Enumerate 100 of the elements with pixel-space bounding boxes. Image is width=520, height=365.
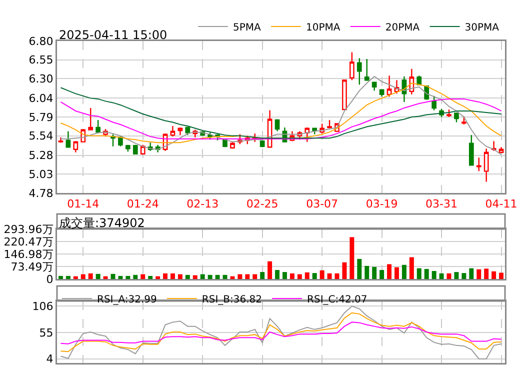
bar <box>66 276 70 279</box>
candlestick <box>304 126 310 142</box>
y-tick-label: 4 <box>46 352 54 365</box>
bar <box>312 273 317 279</box>
candlestick <box>327 119 332 129</box>
bar <box>402 264 406 279</box>
bar <box>178 274 182 279</box>
candlestick <box>468 134 474 166</box>
bar <box>432 271 436 279</box>
candlestick <box>356 58 362 86</box>
candlestick <box>484 148 489 182</box>
chart-title: 2025-04-11 15:00 <box>59 28 168 42</box>
x-tick-label: 02-13 <box>186 198 219 211</box>
candlestick <box>230 141 235 150</box>
y-tick-label: 6.04 <box>28 92 54 106</box>
y-tick-label: 4.78 <box>28 186 54 200</box>
bar <box>416 268 422 279</box>
y-tick-label: 0 <box>46 272 54 286</box>
bar <box>304 272 310 279</box>
bar <box>156 276 160 279</box>
y-tick-label: 55 <box>39 326 54 340</box>
candlestick <box>416 75 422 86</box>
candlestick <box>342 80 347 110</box>
bar <box>454 272 459 279</box>
y-tick-label: 5.79 <box>28 110 54 124</box>
candlestick <box>312 128 318 135</box>
bar <box>320 270 324 279</box>
bar <box>297 274 302 279</box>
candlestick <box>132 144 138 154</box>
y-tick-label: 146.98万 <box>4 248 54 261</box>
chart-title: 成交量:374902 <box>59 216 145 230</box>
bar <box>140 274 146 279</box>
bar <box>148 276 153 279</box>
legend-label: 20PMA <box>385 22 420 34</box>
bar <box>238 274 242 279</box>
y-tick-label: 73.49万 <box>10 260 54 274</box>
candlestick <box>372 82 377 92</box>
bar <box>387 264 392 279</box>
bar <box>342 262 347 279</box>
bar <box>192 275 198 279</box>
bar <box>96 274 100 279</box>
candlestick <box>170 125 176 138</box>
legend-label: RSI_A:32.99 <box>97 294 157 306</box>
candlestick <box>88 107 94 130</box>
candlestick <box>476 157 482 172</box>
bar <box>133 274 138 279</box>
bar <box>58 276 63 279</box>
candlestick <box>126 144 130 152</box>
x-tick-label: 01-14 <box>67 198 100 211</box>
y-tick-label: 220.47万 <box>4 235 54 248</box>
candlestick <box>73 140 78 153</box>
bar <box>268 261 272 279</box>
y-tick-label: 6.80 <box>28 34 54 48</box>
bar <box>290 273 294 279</box>
bar <box>372 266 377 279</box>
line-series <box>60 322 502 344</box>
x-tick-label: 04-11 <box>485 198 518 211</box>
bar <box>409 257 414 279</box>
y-tick-label: 106 <box>32 300 54 314</box>
bar <box>260 272 265 279</box>
bar <box>394 267 399 279</box>
bar <box>357 258 362 279</box>
candlestick <box>66 130 71 148</box>
y-tick-label: 5.28 <box>28 149 54 162</box>
candlestick <box>260 140 265 148</box>
candlestick <box>185 126 190 136</box>
candlestick <box>491 140 496 152</box>
bar <box>163 273 168 279</box>
legend-label: 5PMA <box>233 22 262 34</box>
candlestick <box>350 52 354 81</box>
bar <box>499 272 504 279</box>
x-tick-label: 02-25 <box>246 198 278 211</box>
legend-label: RSI_B:36.82 <box>202 294 262 306</box>
legend-label: RSI_C:42.07 <box>307 294 368 306</box>
y-tick-label: 5.03 <box>28 168 54 182</box>
candlestick <box>498 146 504 154</box>
bar <box>424 268 429 279</box>
candlestick <box>178 126 183 136</box>
bar <box>327 273 332 279</box>
bar <box>492 271 496 279</box>
bar <box>208 274 212 279</box>
bar <box>380 270 384 279</box>
y-tick-label: 5.54 <box>28 130 54 143</box>
bar <box>170 273 175 279</box>
bar <box>282 272 287 279</box>
bar <box>215 274 220 279</box>
bar <box>462 273 466 279</box>
x-tick-label: 03-31 <box>426 198 458 211</box>
line-series <box>60 312 502 352</box>
bar <box>126 276 130 279</box>
legend-label: 10PMA <box>306 22 340 34</box>
y-tick-label: 6.30 <box>28 72 54 86</box>
bar <box>252 274 258 279</box>
candlestick <box>364 58 370 82</box>
candlestick <box>432 95 436 111</box>
line-series <box>60 98 502 140</box>
candlestick <box>274 118 280 132</box>
bar <box>364 266 370 279</box>
bar <box>350 237 354 279</box>
candlestick <box>386 75 392 98</box>
